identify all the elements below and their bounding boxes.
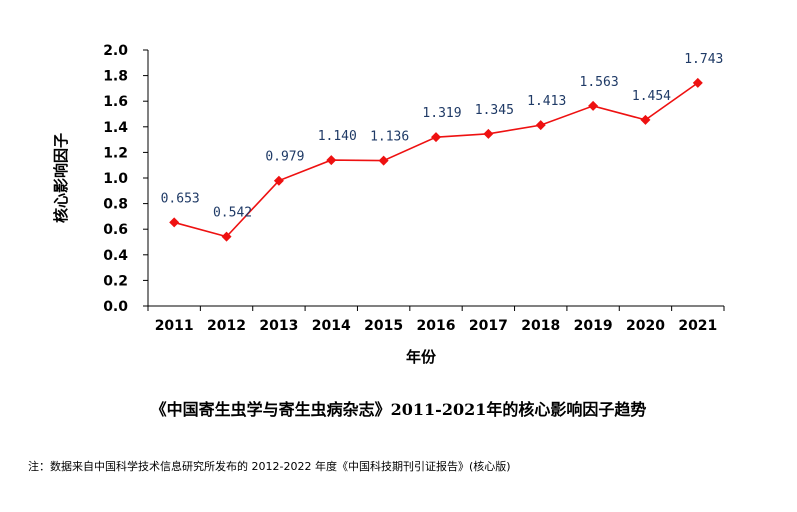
data-point-marker bbox=[273, 175, 284, 186]
x-tick-label: 2020 bbox=[626, 318, 665, 334]
chart-title: 《中国寄生虫学与寄生虫病杂志》2011-2021年的核心影响因子趋势 bbox=[150, 400, 647, 419]
data-point-marker bbox=[588, 100, 599, 111]
data-labels: 0.653 0.542 0.979 1.140 1.136 1.319 1.345 1.413… bbox=[161, 52, 724, 221]
x-tick-label: 2021 bbox=[678, 318, 717, 334]
y-tick-label: 2.0 bbox=[103, 43, 128, 59]
data-point-marker bbox=[483, 128, 494, 139]
data-point-marker bbox=[378, 155, 389, 166]
data-label: 0.542 bbox=[213, 206, 252, 221]
x-tick-label: 2018 bbox=[521, 318, 560, 334]
x-tick-label: 2014 bbox=[312, 318, 351, 334]
y-tick-label: 0.4 bbox=[103, 248, 128, 264]
data-label: 1.563 bbox=[580, 75, 619, 90]
data-label: 1.319 bbox=[422, 106, 461, 121]
x-tick-label: 2016 bbox=[417, 318, 456, 334]
y-axis-ticks: 0.0 0.2 0.4 0.6 0.8 1.0 1.2 1.4 1.6 1.8 2.0 bbox=[103, 43, 148, 315]
data-point-marker bbox=[169, 217, 180, 228]
data-label: 1.140 bbox=[318, 129, 357, 144]
data-label: 0.979 bbox=[265, 150, 304, 165]
data-point-marker bbox=[640, 114, 651, 125]
y-tick-label: 1.6 bbox=[103, 94, 128, 110]
y-axis-title: 核心影响因子 bbox=[52, 133, 70, 223]
x-axis-ticks: 2011 2012 2013 2014 2015 2016 2017 2018 2019 2020… bbox=[147, 306, 725, 334]
data-label: 1.345 bbox=[475, 103, 514, 118]
data-label: 1.413 bbox=[527, 94, 566, 109]
data-point-marker bbox=[221, 231, 232, 242]
y-tick-label: 0.0 bbox=[103, 299, 128, 315]
data-point-marker bbox=[692, 77, 703, 88]
chart-series bbox=[169, 77, 703, 242]
data-point-marker bbox=[535, 120, 546, 131]
data-point-marker bbox=[326, 155, 337, 166]
y-tick-label: 0.2 bbox=[103, 273, 128, 289]
x-tick-label: 2013 bbox=[259, 318, 298, 334]
x-tick-label: 2019 bbox=[574, 318, 613, 334]
data-label: 1.136 bbox=[370, 130, 409, 145]
x-axis-title: 年份 bbox=[406, 348, 437, 366]
y-tick-label: 1.0 bbox=[103, 171, 128, 187]
x-tick-label: 2015 bbox=[364, 318, 403, 334]
data-label: 1.454 bbox=[632, 89, 671, 104]
y-tick-label: 1.8 bbox=[103, 69, 128, 85]
data-label: 0.653 bbox=[161, 191, 200, 206]
x-tick-label: 2011 bbox=[155, 318, 194, 334]
data-point-marker bbox=[431, 132, 441, 143]
y-tick-label: 1.4 bbox=[103, 120, 128, 136]
y-tick-label: 1.2 bbox=[103, 145, 128, 161]
footnote: 注：数据来自中国科学技术信息研究所发布的 2012-2022 年度《中国科技期刊… bbox=[28, 460, 511, 473]
y-tick-label: 0.6 bbox=[103, 222, 128, 238]
x-tick-label: 2012 bbox=[207, 318, 246, 334]
data-label: 1.743 bbox=[684, 52, 723, 67]
y-tick-label: 0.8 bbox=[103, 197, 128, 213]
x-tick-label: 2017 bbox=[469, 318, 508, 334]
